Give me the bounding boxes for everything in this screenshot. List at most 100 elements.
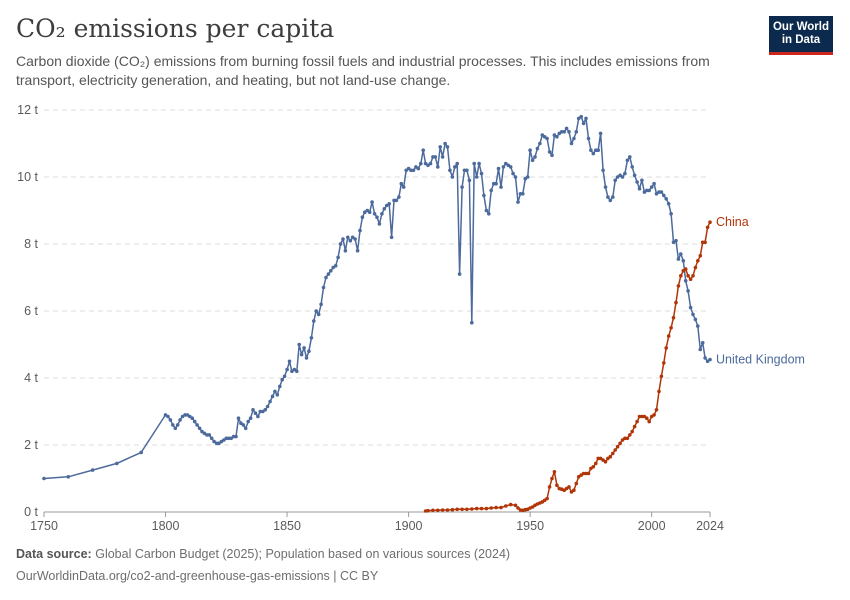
- y-tick-label: 6 t: [24, 304, 38, 318]
- data-point: [508, 165, 513, 169]
- data-point: [652, 181, 656, 186]
- data-point: [662, 193, 666, 198]
- data-point: [586, 471, 591, 476]
- data-point: [632, 424, 637, 429]
- data-point: [42, 476, 46, 481]
- data-point: [511, 171, 515, 176]
- data-point: [436, 165, 440, 169]
- data-point: [438, 145, 443, 149]
- data-point: [477, 161, 481, 166]
- y-tick-label: 8 t: [24, 237, 38, 251]
- gridlines: [44, 109, 710, 446]
- x-tick-label: 2000: [638, 519, 666, 533]
- x-tick-label: 1800: [152, 519, 180, 533]
- data-point: [307, 349, 311, 354]
- data-point: [669, 326, 673, 330]
- y-tick-label: 0 t: [24, 505, 38, 519]
- data-source: Data source: Global Carbon Budget (2025)…: [16, 547, 510, 561]
- data-point: [499, 185, 503, 189]
- data-point: [487, 212, 491, 216]
- data-point: [360, 215, 365, 219]
- data-point: [278, 384, 282, 389]
- data-point: [559, 130, 564, 134]
- data-point: [489, 188, 494, 193]
- data-point: [467, 178, 472, 183]
- data-point: [691, 274, 695, 278]
- data-point: [584, 471, 588, 476]
- data-point: [246, 419, 250, 424]
- footer-link-row: OurWorldinData.org/co2-and-greenhouse-ga…: [16, 569, 378, 583]
- data-point: [416, 166, 421, 171]
- data-point: [579, 114, 583, 119]
- series-line: [425, 221, 711, 512]
- owid-logo[interactable]: Our World in Data: [769, 16, 833, 55]
- data-point: [586, 136, 591, 141]
- data-point: [243, 426, 248, 431]
- data-point: [316, 312, 321, 317]
- data-point: [256, 414, 260, 419]
- data-point: [190, 416, 195, 421]
- data-point: [333, 264, 338, 268]
- data-point: [314, 309, 319, 313]
- data-point: [450, 507, 455, 512]
- data-point: [397, 195, 401, 199]
- data-point: [552, 470, 557, 474]
- data-point: [589, 148, 593, 152]
- data-point: [611, 451, 615, 456]
- data-point: [572, 488, 576, 493]
- data-point: [499, 505, 503, 510]
- data-point: [470, 320, 474, 325]
- data-point: [674, 238, 678, 243]
- data-point: [197, 426, 202, 431]
- data-point: [329, 269, 333, 273]
- data-point: [698, 347, 703, 352]
- data-point: [708, 220, 712, 224]
- license-text: | CC BY: [333, 569, 379, 583]
- data-point: [474, 175, 479, 179]
- data-point: [625, 436, 630, 441]
- x-tick-label: 2024: [696, 519, 724, 533]
- data-point: [628, 433, 632, 437]
- data-point: [358, 228, 362, 233]
- data-point: [263, 408, 268, 412]
- data-point: [66, 475, 71, 479]
- data-point: [389, 235, 394, 240]
- data-point: [192, 419, 197, 424]
- data-point: [686, 289, 690, 293]
- data-point: [635, 180, 639, 184]
- data-point: [640, 178, 644, 183]
- series-line: [43, 115, 711, 480]
- data-point: [482, 193, 486, 198]
- data-point: [708, 357, 712, 362]
- source-link[interactable]: OurWorldinData.org/co2-and-greenhouse-ga…: [16, 569, 330, 583]
- data-point: [530, 158, 535, 163]
- data-point: [299, 352, 304, 357]
- data-point: [465, 507, 469, 512]
- data-point: [343, 248, 348, 253]
- data-point: [195, 423, 199, 427]
- data-point: [302, 346, 306, 350]
- data-point: [355, 248, 360, 253]
- data-point: [516, 200, 520, 204]
- data-point: [664, 197, 668, 201]
- data-point: [545, 136, 549, 141]
- data-point: [440, 508, 445, 512]
- data-point: [431, 508, 435, 513]
- data-point: [657, 389, 661, 394]
- data-point: [679, 252, 683, 256]
- x-tick-label: 1850: [273, 519, 301, 533]
- data-point: [175, 423, 180, 427]
- data-point: [457, 272, 462, 276]
- data-point: [409, 168, 413, 173]
- data-point: [555, 483, 559, 488]
- data-point: [319, 302, 323, 307]
- data-point: [688, 277, 693, 282]
- data-point: [472, 161, 477, 166]
- data-point: [336, 255, 340, 260]
- data-source-text: Global Carbon Budget (2025); Population …: [95, 547, 511, 561]
- data-point: [516, 506, 520, 510]
- data-point: [326, 272, 331, 276]
- data-point: [547, 150, 552, 154]
- data-point: [591, 465, 596, 469]
- data-point: [679, 274, 683, 278]
